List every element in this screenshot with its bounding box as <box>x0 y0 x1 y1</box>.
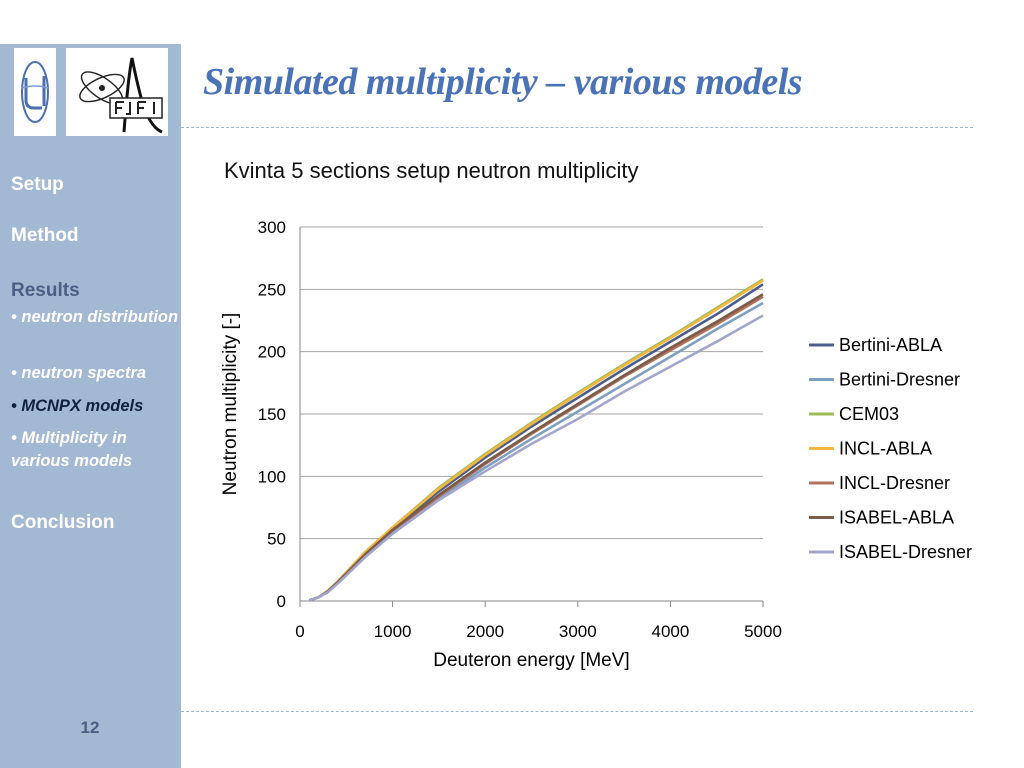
ujf-logo <box>14 48 56 136</box>
legend-label: INCL-ABLA <box>839 439 932 459</box>
title-divider <box>181 127 973 128</box>
page-number: 12 <box>80 718 100 737</box>
y-tick-label: 100 <box>258 467 286 486</box>
x-axis-label: Deuteron energy [MeV] <box>433 650 629 671</box>
fjfi-logo-mark <box>79 57 163 134</box>
y-tick-label: 0 <box>277 592 286 611</box>
footer-divider <box>181 711 973 712</box>
y-tick-label: 200 <box>258 343 286 362</box>
sidebar <box>0 44 181 768</box>
sidebar-subitem[interactable]: • neutron distribution <box>11 308 179 326</box>
sidebar-item-results[interactable]: Results <box>11 280 80 301</box>
y-axis-label: Neutron multiplicity [-] <box>220 313 241 496</box>
legend-label: Bertini-ABLA <box>839 335 942 355</box>
x-tick-label: 5000 <box>744 622 782 641</box>
ujf-logo-mark <box>21 61 49 123</box>
x-tick-label: 4000 <box>651 622 689 641</box>
sidebar-subitem[interactable]: • neutron spectra <box>11 364 147 382</box>
x-tick-label: 3000 <box>559 622 597 641</box>
fjfi-logo <box>66 48 168 136</box>
legend-label: Bertini-Dresner <box>839 370 960 390</box>
x-tick-label: 2000 <box>466 622 504 641</box>
series-line-isabel-abla <box>308 293 764 602</box>
legend-label: INCL-Dresner <box>839 473 950 493</box>
chart-title: Kvinta 5 sections setup neutron multipli… <box>224 158 639 183</box>
y-tick-label: 50 <box>267 530 286 549</box>
sidebar-subitem[interactable]: • MCNPX models <box>11 397 144 415</box>
x-tick-label: 0 <box>295 622 304 641</box>
sidebar-item-conclusion[interactable]: Conclusion <box>11 512 115 533</box>
sidebar-item-setup[interactable]: Setup <box>11 174 64 195</box>
legend-label: ISABEL-ABLA <box>839 508 954 528</box>
sidebar-item-method[interactable]: Method <box>11 225 79 246</box>
legend-label: CEM03 <box>839 404 899 424</box>
series-line-bertini-dresner <box>308 301 764 602</box>
sidebar-subitem[interactable]: • Multiplicity in various models <box>11 429 133 470</box>
y-tick-label: 250 <box>258 280 286 299</box>
slide-title: Simulated multiplicity – various models <box>203 61 803 103</box>
series-line-isabel-dresner <box>308 314 764 602</box>
y-tick-label: 150 <box>258 405 286 424</box>
legend-label: ISABEL-Dresner <box>839 542 972 562</box>
y-tick-label: 300 <box>258 218 286 237</box>
x-tick-label: 1000 <box>374 622 412 641</box>
